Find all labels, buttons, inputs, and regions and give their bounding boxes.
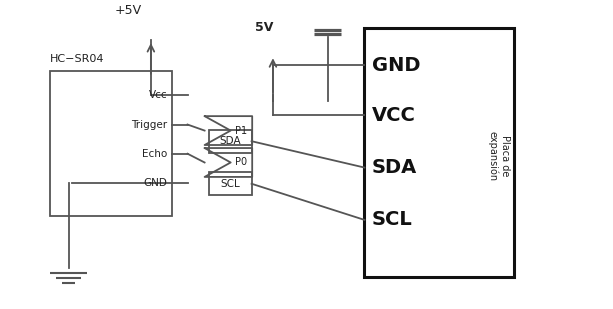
Text: +5V: +5V [114,4,142,17]
Text: Echo: Echo [142,149,167,159]
Text: SCL: SCL [220,179,240,189]
Bar [50,70,172,216]
Text: VCC: VCC [372,106,416,125]
Bar [209,130,251,153]
Bar [209,172,251,195]
Text: SDA: SDA [372,158,417,177]
Text: GND: GND [372,56,421,75]
Text: SDA: SDA [219,136,241,146]
Text: SCL: SCL [372,210,413,229]
Text: GND: GND [143,178,167,188]
Text: Vcc: Vcc [149,90,167,100]
Text: 5V: 5V [254,21,273,34]
Text: HC−SR04: HC−SR04 [50,54,105,65]
Text: Placa de
expansión: Placa de expansión [487,131,510,181]
Bar [365,28,514,277]
Text: P0: P0 [235,158,248,167]
Text: P1: P1 [235,125,248,136]
Text: Trigger: Trigger [131,120,167,129]
